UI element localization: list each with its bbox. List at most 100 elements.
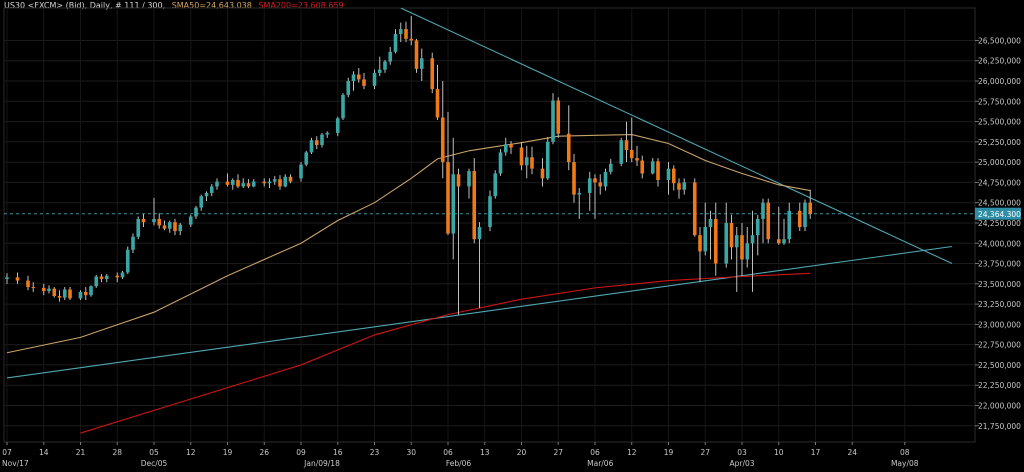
x-tick-label: 06 xyxy=(590,448,600,457)
candle-body-up xyxy=(551,100,555,142)
candle-body-up xyxy=(335,118,340,133)
x-tick-label: 20 xyxy=(517,448,527,457)
y-tick-label: 23,000,000 xyxy=(978,320,1021,329)
candle-body-up xyxy=(666,168,671,180)
x-tick-label: 14 xyxy=(39,448,49,457)
candle-body-up xyxy=(650,161,655,174)
candle-body-down xyxy=(246,183,251,187)
candle-body-down xyxy=(404,29,408,39)
candle-body-down xyxy=(566,133,571,163)
candle-body-up xyxy=(724,222,729,264)
candle-body-down xyxy=(236,179,240,187)
candle-body-up xyxy=(488,196,492,228)
candle-body-down xyxy=(356,74,361,80)
y-tick-label: 23,750,000 xyxy=(978,260,1021,269)
candle-body-down xyxy=(173,222,177,232)
x-tick-label: 10 xyxy=(774,448,784,457)
sma50-legend: SMA50=24,643.038 xyxy=(171,1,252,10)
y-tick-label: 22,000,000 xyxy=(978,401,1021,410)
x-month-label: Dec/05 xyxy=(141,459,168,468)
candle-body-down xyxy=(15,277,20,281)
candle-body-down xyxy=(671,168,676,184)
candle-body-up xyxy=(136,218,141,237)
candle-body-up xyxy=(94,276,99,287)
y-tick-label: 26,500,000 xyxy=(978,36,1021,45)
candle-body-up xyxy=(215,181,219,187)
candle-body-up xyxy=(230,179,235,185)
y-tick-label: 25,000,000 xyxy=(978,158,1021,167)
sma50-line xyxy=(6,133,811,354)
chart-header: US30 <FXCM> (Bid), Daily, # 111 / 300, S… xyxy=(4,1,348,10)
candle-body-down xyxy=(409,38,414,41)
candle-body-up xyxy=(167,222,172,229)
candle-body-up xyxy=(398,29,403,34)
x-tick-label: 26 xyxy=(259,448,269,457)
candle-body-down xyxy=(68,289,72,299)
candle-body-down xyxy=(808,202,813,215)
candle-body-down xyxy=(262,181,267,184)
candle-body-up xyxy=(351,74,356,82)
candle-body-down xyxy=(540,168,545,179)
candle-body-down xyxy=(698,235,702,252)
candle-body-up xyxy=(577,192,582,195)
x-tick-label: 21 xyxy=(76,448,86,457)
candle-body-down xyxy=(677,183,681,190)
candle-body-up xyxy=(467,171,471,187)
candle-body-up xyxy=(761,202,765,219)
candle-body-up xyxy=(325,132,330,135)
candle-body-up xyxy=(419,58,424,69)
x-month-label: Mar/06 xyxy=(587,459,613,468)
candle-body-down xyxy=(115,275,120,278)
candle-body-down xyxy=(598,182,603,187)
x-tick-label: 12 xyxy=(186,448,196,457)
candle-body-up xyxy=(377,69,382,73)
candle-body-down xyxy=(692,182,697,236)
candle-body-up xyxy=(341,94,345,119)
candle-body-up xyxy=(734,235,739,248)
candle-body-down xyxy=(141,218,146,223)
candle-body-down xyxy=(624,140,629,150)
candle-body-down xyxy=(162,225,167,229)
candle-body-up xyxy=(755,218,760,236)
candle-body-down xyxy=(414,40,419,69)
y-tick-label: 26,250,000 xyxy=(978,57,1021,66)
x-tick-label: 16 xyxy=(333,448,343,457)
candle-body-down xyxy=(430,58,435,90)
candle-body-up xyxy=(703,227,708,252)
candle-body-down xyxy=(629,149,634,159)
x-tick-label: 17 xyxy=(811,448,821,457)
candle-body-down xyxy=(766,202,771,240)
candle-body-down xyxy=(713,218,718,264)
x-tick-label: 24 xyxy=(847,448,857,457)
candle-body-up xyxy=(272,179,277,182)
candle-body-up xyxy=(125,249,130,273)
candle-body-down xyxy=(440,117,445,163)
candle-body-down xyxy=(740,235,744,260)
y-tick-label: 22,500,000 xyxy=(978,361,1021,370)
candle-body-up xyxy=(803,202,807,228)
candle-body-up xyxy=(89,286,93,296)
candle-body-up xyxy=(194,207,198,217)
x-month-label: Nov/17 xyxy=(2,459,29,468)
y-tick-label: 26,000,000 xyxy=(978,77,1021,86)
candle-body-up xyxy=(188,216,193,225)
candle-body-up xyxy=(388,51,393,62)
y-tick-label: 24,000,000 xyxy=(978,239,1021,248)
candle-body-up xyxy=(78,291,83,299)
candle-body-down xyxy=(435,89,440,118)
candle-body-up xyxy=(682,182,687,190)
candle-body-down xyxy=(278,179,282,187)
candle-body-down xyxy=(314,140,319,146)
x-tick-label: 09 xyxy=(296,448,306,457)
candle-body-up xyxy=(346,81,351,95)
candle-body-down xyxy=(26,280,30,288)
y-tick-label: 24,250,000 xyxy=(978,219,1021,228)
candle-body-down xyxy=(509,144,513,148)
candle-body-down xyxy=(83,291,88,296)
candle-body-down xyxy=(797,210,802,228)
x-month-label: May/08 xyxy=(891,459,919,468)
candle-body-up xyxy=(299,164,303,179)
candle-body-down xyxy=(593,178,597,183)
